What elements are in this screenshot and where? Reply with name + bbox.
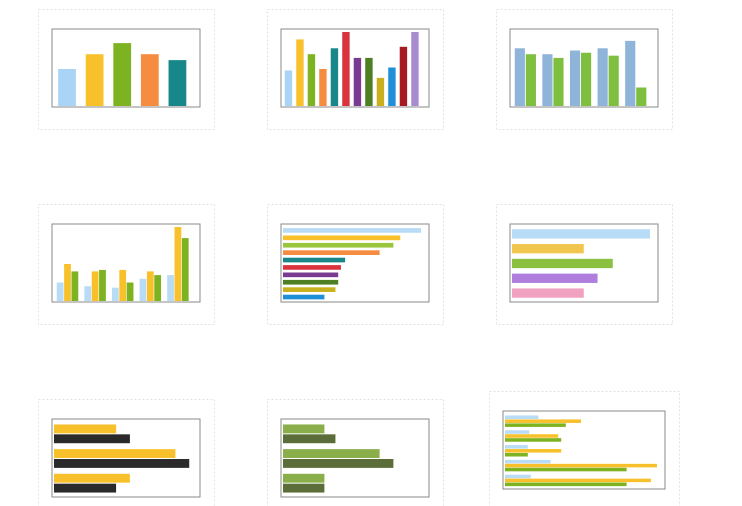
bar <box>54 449 176 459</box>
bar <box>505 467 627 472</box>
bar <box>597 48 608 106</box>
bar <box>58 69 76 106</box>
chart-thumbnail <box>38 399 215 506</box>
bar <box>283 228 421 233</box>
bar <box>140 54 159 106</box>
bar <box>505 423 566 427</box>
bar <box>154 275 162 301</box>
bar <box>54 459 190 468</box>
bar <box>54 424 117 434</box>
bar <box>283 434 336 444</box>
bar <box>307 54 316 106</box>
bar <box>64 264 71 301</box>
bar <box>283 287 336 292</box>
bar <box>505 445 528 449</box>
bar <box>84 286 92 301</box>
bar <box>512 258 613 269</box>
chart-thumbnail <box>38 204 215 325</box>
chart-thumbnail <box>38 9 215 130</box>
bar <box>181 238 189 301</box>
bar <box>512 229 650 239</box>
bar <box>505 452 528 457</box>
bar <box>126 282 134 301</box>
chart-thumbnail <box>496 204 673 325</box>
bar <box>54 483 117 493</box>
bar <box>174 227 182 301</box>
bar <box>608 55 619 106</box>
bar <box>85 54 104 106</box>
bar <box>119 269 127 301</box>
bar <box>56 282 64 301</box>
bar <box>625 40 636 106</box>
bar <box>411 32 419 106</box>
chart-thumbnail <box>267 399 444 506</box>
bar <box>512 244 584 254</box>
bar <box>283 242 394 248</box>
bar <box>283 294 325 300</box>
bar <box>54 434 130 444</box>
bar <box>283 459 394 468</box>
bar <box>512 288 584 298</box>
bar <box>581 52 592 106</box>
bar <box>542 54 553 106</box>
chart-thumbnail <box>496 9 673 130</box>
bar <box>505 419 581 423</box>
bar <box>284 70 293 106</box>
bar <box>376 77 385 106</box>
bar <box>365 57 373 106</box>
bar <box>342 32 350 106</box>
bar <box>146 271 154 301</box>
bar <box>283 235 401 241</box>
bar <box>283 424 325 434</box>
bar <box>505 478 651 483</box>
bar <box>283 279 339 285</box>
bar <box>283 257 346 263</box>
bar <box>330 48 339 106</box>
bar <box>71 271 79 301</box>
bar <box>569 50 581 106</box>
bar <box>636 87 647 106</box>
bar <box>388 67 396 106</box>
bar <box>553 57 564 106</box>
bar <box>283 272 339 278</box>
bar <box>353 57 362 106</box>
bar <box>505 449 562 453</box>
chart-thumbnail <box>267 204 444 325</box>
bar <box>113 43 132 106</box>
bar <box>168 60 187 106</box>
bar <box>505 434 559 438</box>
bar <box>505 459 551 464</box>
chart-thumbnail <box>267 9 444 130</box>
bar <box>283 265 341 270</box>
bar <box>167 275 174 301</box>
bar <box>283 449 380 459</box>
bar <box>505 415 539 420</box>
bar <box>283 483 325 493</box>
bar <box>283 250 380 255</box>
bar <box>91 271 99 301</box>
bar <box>139 278 147 301</box>
bar <box>296 39 304 106</box>
bar <box>111 287 119 301</box>
bar <box>399 46 408 106</box>
bar <box>319 69 327 106</box>
bar <box>512 273 598 283</box>
bar <box>505 474 531 479</box>
bar <box>505 463 657 468</box>
bar <box>99 269 106 301</box>
bar <box>505 438 562 442</box>
bar <box>525 54 536 106</box>
bar <box>505 482 627 487</box>
bar <box>54 473 130 483</box>
bar <box>505 430 530 434</box>
chart-thumbnail <box>489 391 680 506</box>
bar <box>514 48 525 106</box>
bar <box>283 473 325 483</box>
